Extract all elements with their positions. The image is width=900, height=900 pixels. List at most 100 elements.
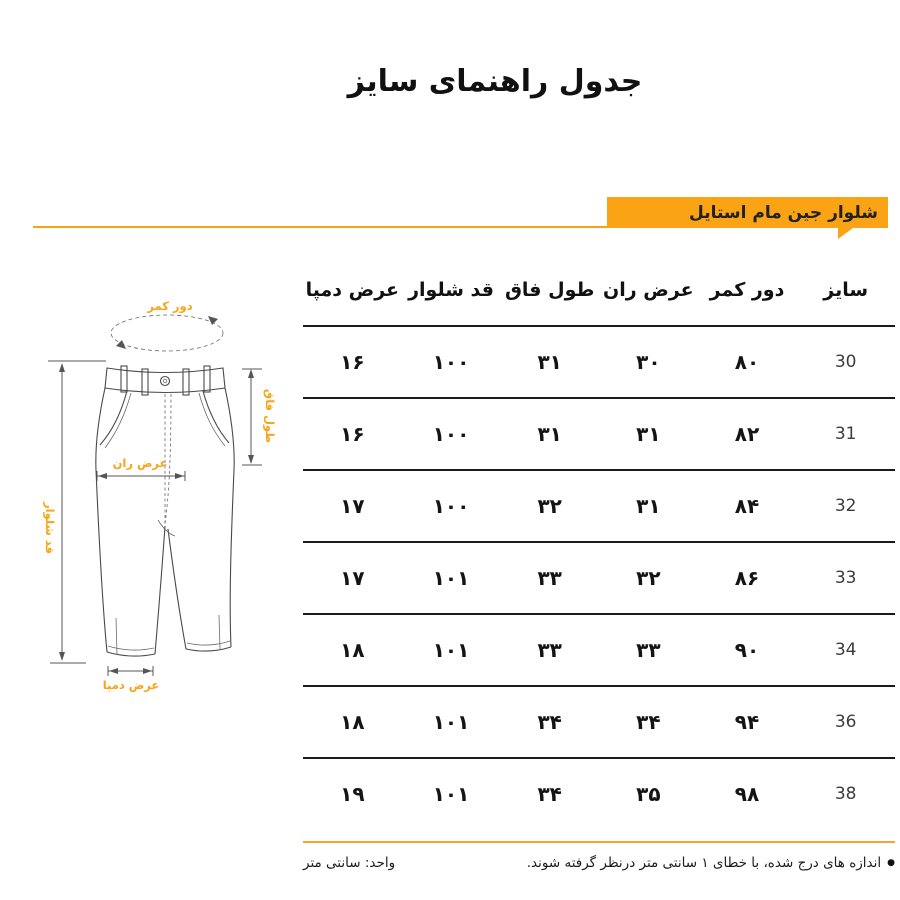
header-rise: طول فاق xyxy=(504,279,595,301)
belt-loop xyxy=(182,368,190,396)
cell-size: 36 xyxy=(834,712,857,732)
left-pocket xyxy=(99,390,128,446)
unit-note: واحد: سانتی متر xyxy=(303,855,396,871)
length-measure-group: قد شلوار xyxy=(42,360,106,664)
right-hem-stitch xyxy=(186,640,231,646)
table-body: 30 ۸۰ ۳۰ ۳۱ ۱۰۰ ۱۶ 31 ۸۲ ۳۱ ۳۱ ۱۰۰ ۱۶ 32… xyxy=(303,327,895,829)
cell-rise: ۳۳ xyxy=(537,566,562,590)
belt-loop xyxy=(120,365,128,393)
table-row: 31 ۸۲ ۳۱ ۳۱ ۱۰۰ ۱۶ xyxy=(303,399,895,471)
cell-waist: ۸۴ xyxy=(734,494,760,518)
left-hem-dart xyxy=(115,617,118,655)
right-pocket xyxy=(202,390,230,444)
hem-measure-group: عرض دمپا xyxy=(103,666,160,692)
cell-hem: ۱۹ xyxy=(340,782,365,806)
pants-diagram: دور کمر xyxy=(30,288,300,718)
button-detail xyxy=(162,378,168,384)
tolerance-note-text: اندازه های درج شده، با خطای ۱ سانتی متر … xyxy=(526,855,882,871)
arrow-right-icon xyxy=(175,473,184,479)
product-banner-label: شلوار جین مام استایل xyxy=(689,202,878,223)
cell-length: ۱۰۱ xyxy=(432,710,470,734)
cell-size: 32 xyxy=(834,496,857,516)
cell-thigh: ۳۴ xyxy=(636,710,661,734)
waist-measure-group: دور کمر xyxy=(110,299,224,352)
left-inseam xyxy=(154,525,166,655)
pants-sketch-svg: دور کمر xyxy=(42,299,277,692)
left-outer-seam xyxy=(95,387,108,653)
right-hem-dart xyxy=(218,614,221,650)
rise-measure-label: طول فاق xyxy=(262,389,277,443)
cell-length: ۱۰۱ xyxy=(432,638,470,662)
arrow-down-icon xyxy=(59,652,65,661)
cell-size: 38 xyxy=(834,784,857,804)
table-row: 33 ۸۶ ۳۲ ۳۳ ۱۰۱ ۱۷ xyxy=(303,543,895,615)
cell-rise: ۳۳ xyxy=(537,638,562,662)
cell-rise: ۳۴ xyxy=(537,782,562,806)
cell-rise: ۳۱ xyxy=(537,350,562,374)
table-row: 34 ۹۰ ۳۳ ۳۳ ۱۰۱ ۱۸ xyxy=(303,615,895,687)
cell-length: ۱۰۱ xyxy=(432,782,470,806)
arrow-down-icon xyxy=(248,455,254,464)
cell-waist: ۹۰ xyxy=(734,638,760,662)
table-header-row: سایز دور کمر عرض ران طول فاق قد شلوار عر… xyxy=(303,255,895,327)
cell-hem: ۱۶ xyxy=(340,350,365,374)
thigh-measure-group: عرض ران xyxy=(96,456,186,481)
button xyxy=(159,375,171,387)
belt-loop xyxy=(203,365,211,393)
cell-length: ۱۰۱ xyxy=(432,566,470,590)
cell-waist: ۹۸ xyxy=(734,782,760,806)
header-waist: دور کمر xyxy=(709,279,785,301)
page-title: جدول راهنمای سایز xyxy=(347,64,643,100)
header-hem: عرض دمپا xyxy=(305,279,400,301)
cell-hem: ۱۷ xyxy=(340,494,365,518)
cell-thigh: ۳۱ xyxy=(636,422,661,446)
tolerance-note: ● اندازه های درج شده، با خطای ۱ سانتی مت… xyxy=(527,855,895,871)
waist-measure-label: دور کمر xyxy=(146,299,192,314)
right-inseam xyxy=(167,528,187,650)
cell-rise: ۳۱ xyxy=(537,422,562,446)
arrow-left-icon xyxy=(98,473,107,479)
bullet-icon: ● xyxy=(887,857,895,868)
pants-outline-group xyxy=(95,365,235,657)
cell-waist: ۹۴ xyxy=(734,710,760,734)
arrow-up-icon xyxy=(248,369,254,378)
product-banner: شلوار جین مام استایل xyxy=(607,197,888,239)
size-table: سایز دور کمر عرض ران طول فاق قد شلوار عر… xyxy=(303,255,895,871)
cell-length: ۱۰۰ xyxy=(432,350,470,374)
header-thigh: عرض ران xyxy=(603,279,694,301)
cell-length: ۱۰۰ xyxy=(432,494,470,518)
table-row: 32 ۸۴ ۳۱ ۳۲ ۱۰۰ ۱۷ xyxy=(303,471,895,543)
length-measure-label: قد شلوار xyxy=(42,501,57,554)
cell-length: ۱۰۰ xyxy=(432,422,470,446)
fly-stitch xyxy=(164,393,172,525)
cell-size: 31 xyxy=(834,424,857,444)
cell-hem: ۱۸ xyxy=(340,638,365,662)
belt-loop xyxy=(141,368,149,396)
thigh-measure-label: عرض ران xyxy=(113,456,168,470)
cell-hem: ۱۷ xyxy=(340,566,365,590)
banner-tail-icon xyxy=(838,228,853,239)
crotch-detail xyxy=(157,519,176,537)
hem-measure-label: عرض دمپا xyxy=(103,678,160,692)
arrow-left-icon xyxy=(109,668,118,674)
arrow-right-icon xyxy=(143,668,152,674)
table-row: 38 ۹۸ ۳۵ ۳۴ ۱۰۱ ۱۹ xyxy=(303,759,895,829)
right-hem xyxy=(185,646,232,652)
cell-hem: ۱۶ xyxy=(340,422,365,446)
cell-hem: ۱۸ xyxy=(340,710,365,734)
waist-ellipse xyxy=(110,314,224,352)
cell-waist: ۸۲ xyxy=(734,422,760,446)
cell-size: 30 xyxy=(834,352,857,372)
left-hem-stitch xyxy=(107,645,155,651)
left-hem xyxy=(106,651,156,657)
table-footer: ● اندازه های درج شده، با خطای ۱ سانتی مت… xyxy=(303,841,895,871)
cell-thigh: ۳۱ xyxy=(636,494,661,518)
right-pocket-stitch xyxy=(198,392,226,447)
cell-thigh: ۳۳ xyxy=(636,638,661,662)
cell-thigh: ۳۲ xyxy=(636,566,661,590)
table-row: 36 ۹۴ ۳۴ ۳۴ ۱۰۱ ۱۸ xyxy=(303,687,895,759)
cell-waist: ۸۶ xyxy=(734,566,760,590)
table-row: 30 ۸۰ ۳۰ ۳۱ ۱۰۰ ۱۶ xyxy=(303,327,895,399)
left-pocket-stitch xyxy=(104,392,132,449)
